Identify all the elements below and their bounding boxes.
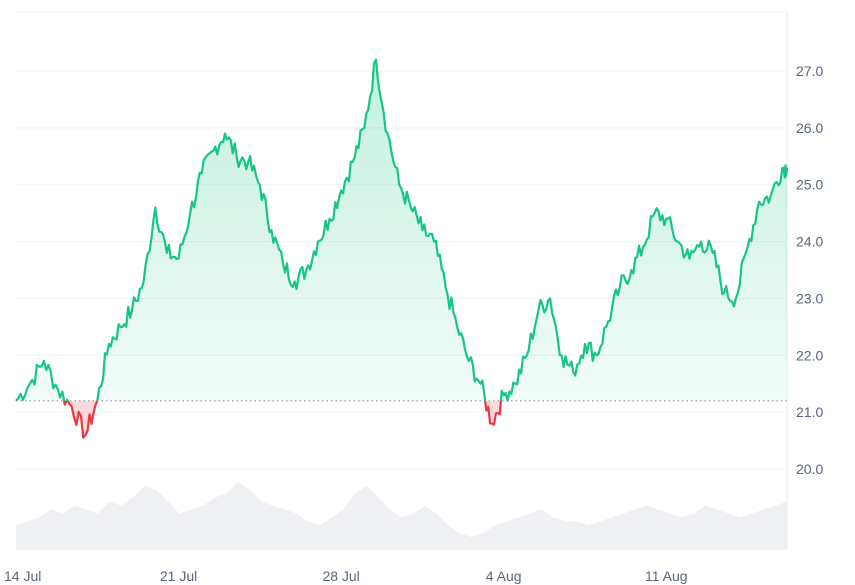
- y-tick-label: 23.0: [796, 290, 823, 306]
- x-tick-label: 4 Aug: [486, 568, 522, 584]
- y-tick-label: 24.0: [796, 234, 823, 250]
- x-axis: 14 Jul 21 Jul 28 Jul 4 Aug 11 Aug: [4, 568, 688, 584]
- x-tick-label: 14 Jul: [4, 568, 41, 584]
- y-tick-label: 21.0: [796, 404, 823, 420]
- y-axis: 20.0 21.0 22.0 23.0 24.0 25.0 26.0 27.0: [796, 63, 823, 477]
- volume-area: [16, 481, 787, 549]
- price-line[interactable]: [15, 58, 789, 439]
- y-tick-label: 20.0: [796, 461, 823, 477]
- x-tick-label: 21 Jul: [160, 568, 197, 584]
- volume-shape: [16, 481, 787, 549]
- y-tick-label: 27.0: [796, 63, 823, 79]
- area-above-baseline: [16, 59, 787, 401]
- price-area: [16, 59, 787, 438]
- y-tick-label: 22.0: [796, 347, 823, 363]
- price-line-up: [15, 58, 789, 401]
- y-tick-label: 26.0: [796, 120, 823, 136]
- x-tick-label: 11 Aug: [645, 568, 688, 584]
- y-tick-label: 25.0: [796, 177, 823, 193]
- x-tick-label: 28 Jul: [322, 568, 359, 584]
